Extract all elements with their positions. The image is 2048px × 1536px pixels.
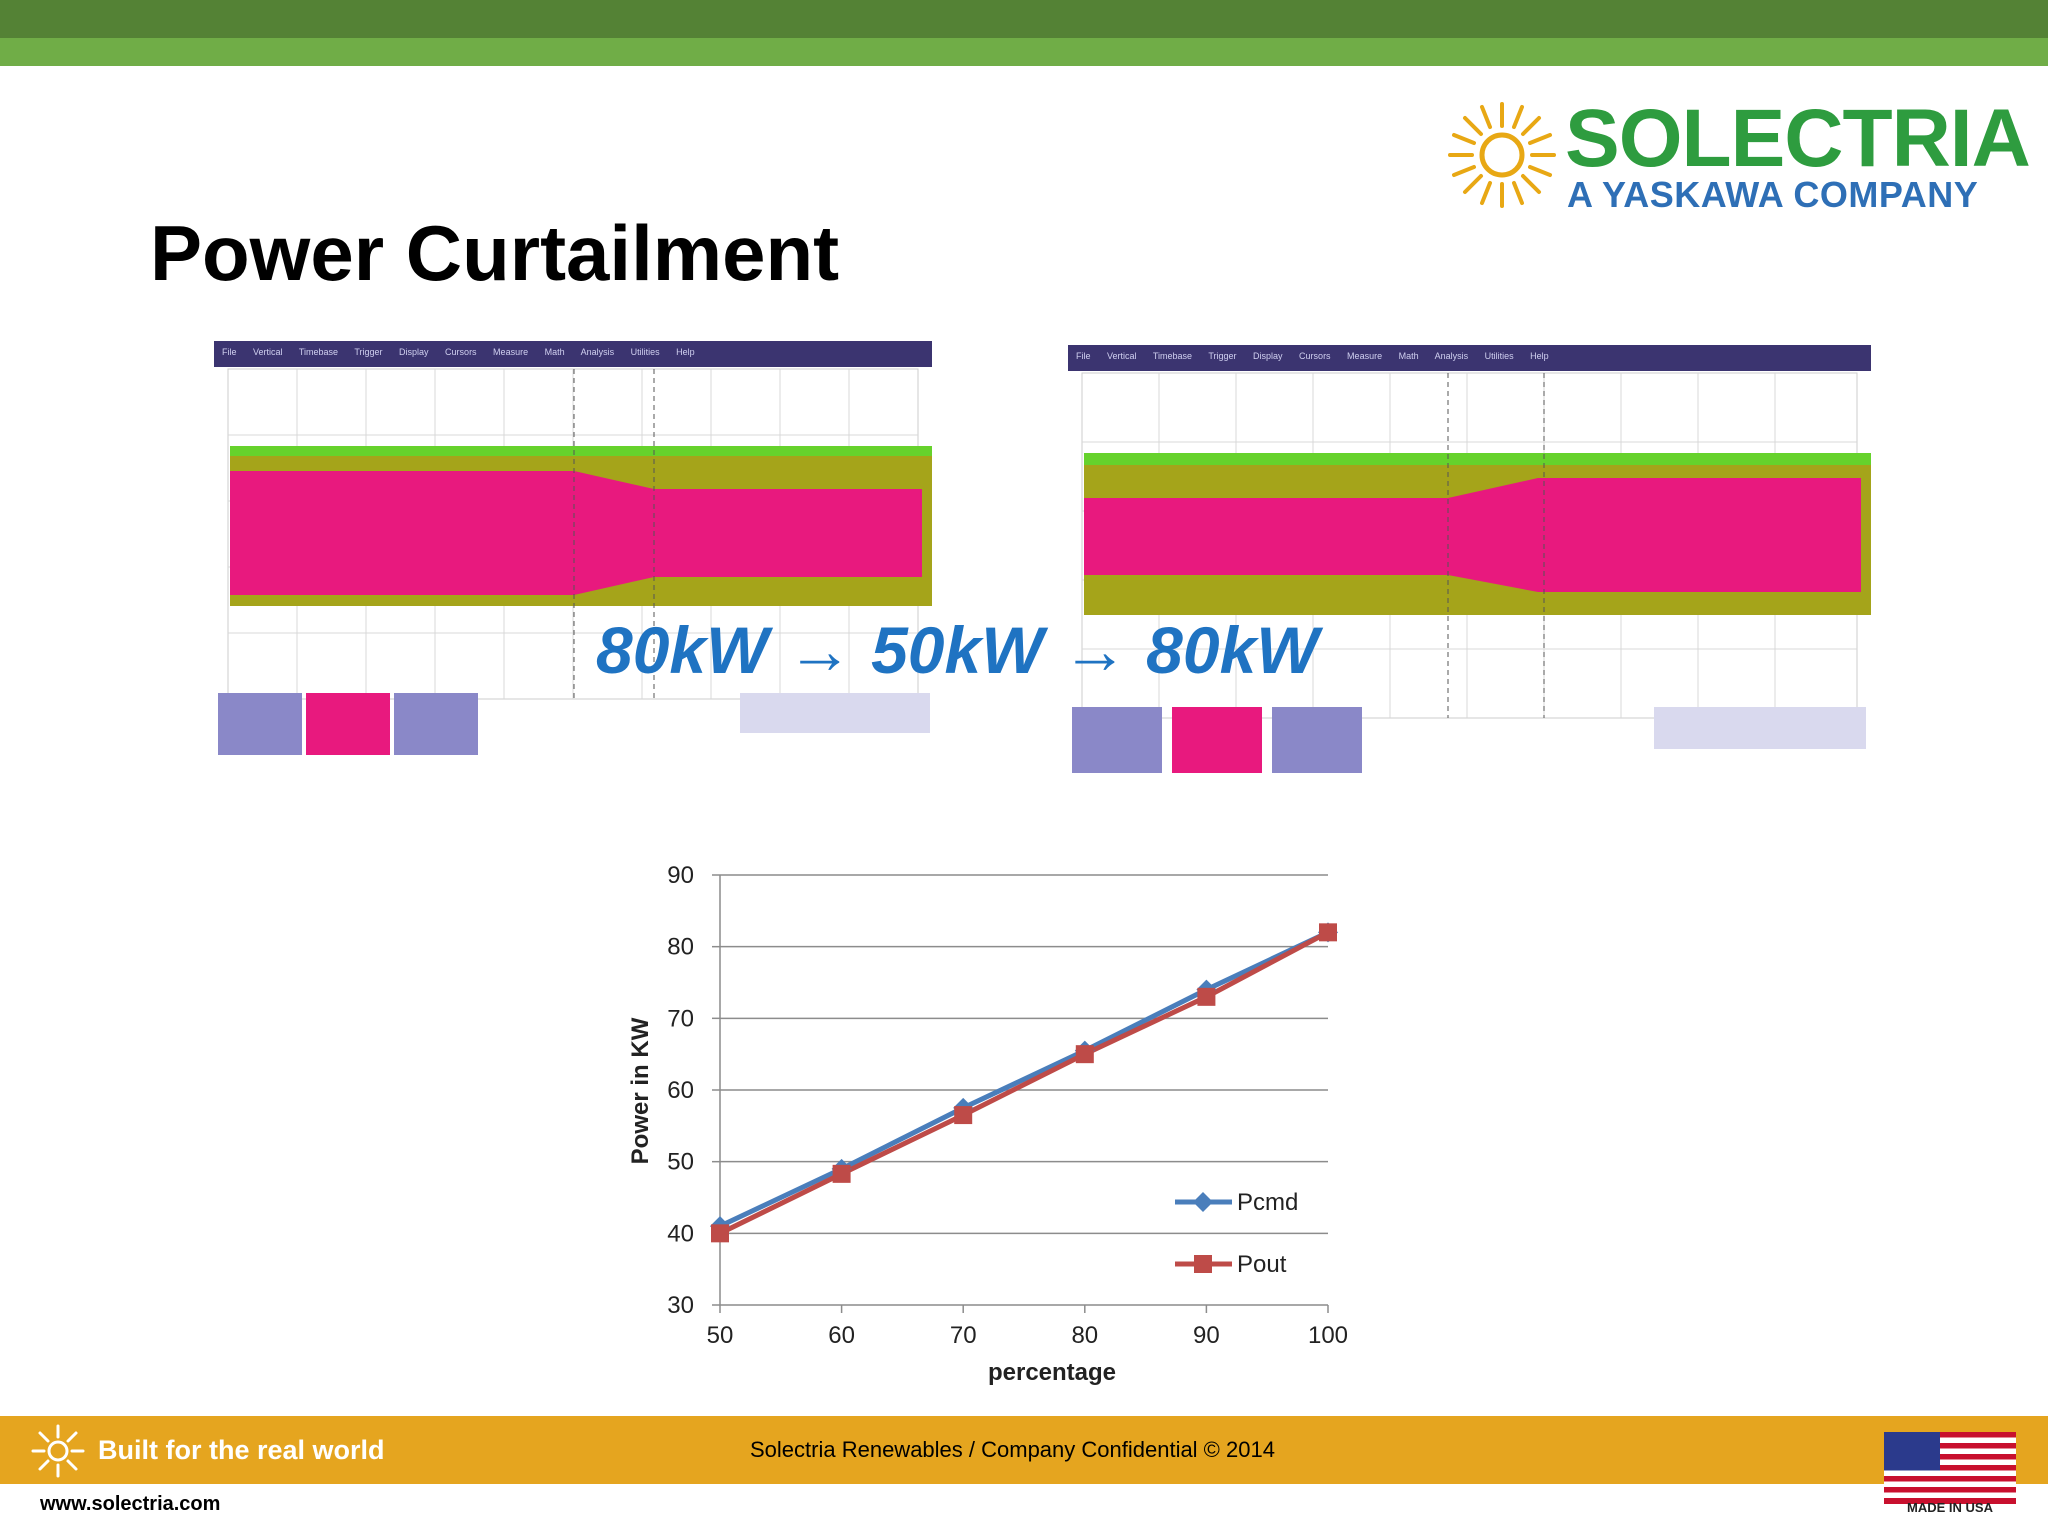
x-tick-label: 90 (1193, 1322, 1220, 1349)
us-flag-icon (1884, 1432, 2016, 1504)
chart-gridlines (720, 874, 1328, 1306)
legend-label-pcmd: Pcmd (1237, 1189, 1298, 1216)
series-line-pcmd (718, 930, 1330, 1229)
data-point-pout (954, 1106, 973, 1125)
y-tick-label: 40 (667, 1220, 694, 1247)
scope-screen (1072, 372, 1871, 773)
oscilloscope-capture-left: File Vertical Timebase Trigger Display C… (214, 341, 932, 761)
y-tick-label: 90 (667, 862, 694, 889)
data-point-pout (711, 1224, 729, 1243)
oscilloscope-capture-right: File Vertical Timebase Trigger Display C… (1068, 345, 1871, 781)
x-tick-label: 80 (1071, 1322, 1098, 1349)
x-tick-label: 100 (1308, 1322, 1348, 1349)
sun-icon (31, 1424, 85, 1478)
header-bar-light (0, 38, 2048, 66)
y-tick-label: 30 (667, 1292, 694, 1319)
x-tick-label: 60 (828, 1322, 855, 1349)
header-bar-dark (0, 0, 2048, 38)
footer-url[interactable]: www.solectria.com (40, 1493, 221, 1515)
legend-marker-pout (1194, 1255, 1212, 1273)
y-axis-label: Power in KW (627, 1017, 654, 1164)
logo-wordmark: SOLECTRIA (1565, 93, 2031, 184)
y-tick-label: 70 (667, 1005, 694, 1032)
y-tick-label: 60 (667, 1077, 694, 1104)
y-tick-label: 50 (667, 1149, 694, 1176)
legend-label-pout: Pout (1237, 1251, 1287, 1278)
scope-screen (218, 368, 932, 755)
solectria-logo: SOLECTRIA A YASKAWA COMPANY (1445, 93, 2031, 218)
scope-menubar: File Vertical Timebase Trigger Display C… (214, 341, 932, 367)
logo-tagline: A YASKAWA COMPANY (1567, 174, 1979, 215)
series-line-pout (718, 930, 1330, 1236)
footer-bar (0, 1416, 2048, 1484)
chart-series (710, 922, 1338, 1243)
x-tick-label: 50 (707, 1322, 734, 1349)
y-tick-labels: 30 40 50 60 70 80 90 (667, 862, 694, 1319)
page-title: Power Curtailment (150, 209, 840, 297)
chart-legend: Pcmd Pout (1175, 1189, 1298, 1278)
data-point-pout (1075, 1045, 1094, 1064)
footer-tagline: Built for the real world (98, 1435, 385, 1465)
chart-axes (712, 874, 1329, 1313)
scope-menu-text: File Vertical Timebase Trigger Display C… (1076, 351, 1549, 361)
x-axis-label: percentage (988, 1359, 1116, 1386)
data-point-pout (832, 1164, 851, 1183)
power-transition-label: 80kW → 50kW → 80kW (596, 613, 1319, 687)
sun-icon (1448, 102, 1556, 208)
x-tick-label: 70 (950, 1322, 977, 1349)
data-point-pout (1197, 987, 1216, 1006)
legend-marker-pcmd (1193, 1192, 1213, 1212)
data-point-pout (1319, 923, 1337, 942)
y-tick-label: 80 (667, 934, 694, 961)
scope-menubar: File Vertical Timebase Trigger Display C… (1068, 345, 1871, 371)
scope-menu-text: File Vertical Timebase Trigger Display C… (222, 347, 695, 357)
made-in-usa-label: MADE IN USA (1907, 1500, 1993, 1515)
footer-confidential: Solectria Renewables / Company Confident… (750, 1437, 1275, 1462)
x-tick-labels: 50 60 70 80 90 100 (707, 1322, 1348, 1349)
